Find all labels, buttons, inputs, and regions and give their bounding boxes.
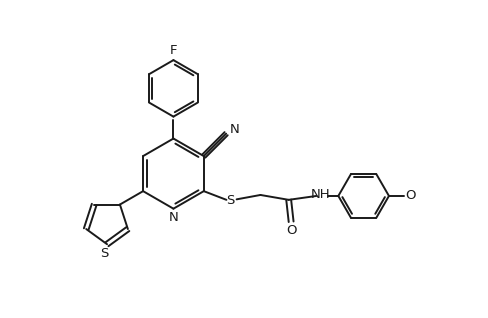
Text: S: S	[226, 194, 235, 207]
Text: S: S	[101, 247, 109, 260]
Text: F: F	[170, 44, 177, 57]
Text: N: N	[168, 211, 178, 224]
Text: N: N	[229, 123, 239, 136]
Text: O: O	[405, 190, 416, 203]
Text: NH: NH	[311, 189, 331, 202]
Text: O: O	[286, 224, 296, 237]
